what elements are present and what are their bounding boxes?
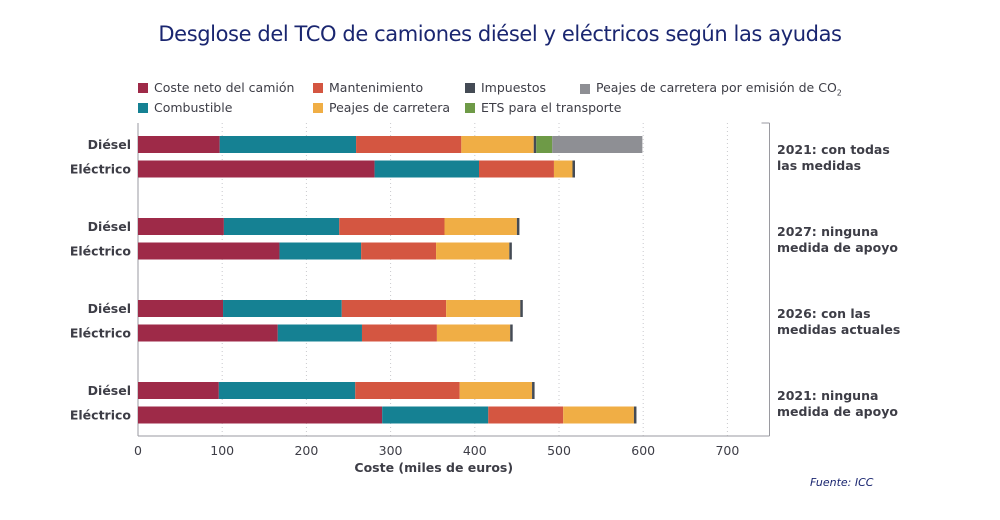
bar-segment-peajes	[444, 218, 517, 235]
bar-segment-combustible	[223, 218, 340, 235]
bar-segment-coste-neto	[138, 136, 220, 153]
bar-segment-coste-neto	[138, 300, 224, 317]
bar-category-label: Diésel	[88, 137, 131, 152]
legend-label: ETS para el transporte	[481, 100, 622, 115]
x-tick-label: 600	[631, 443, 655, 458]
bar-segment-peajes	[446, 300, 521, 317]
bar-segment-mantenimiento	[361, 242, 437, 260]
bar-segment-peajes	[553, 160, 573, 178]
legend-swatch	[465, 102, 475, 113]
legend-swatch	[138, 82, 148, 93]
legend-item-peajes-co2: Peajes de carretera por emisión de CO2	[580, 80, 842, 98]
bar-segment-mantenimiento	[355, 382, 460, 399]
bar-segment-coste-neto	[138, 382, 219, 399]
legend-item-peajes: Peajes de carretera	[313, 100, 450, 115]
legend-swatch	[313, 82, 323, 93]
bar-category-label: Eléctrico	[70, 162, 132, 177]
bar-category-label: Diésel	[88, 301, 131, 316]
bar-segment-mantenimiento	[339, 218, 445, 235]
bar-segment-peajes-co2	[552, 136, 643, 153]
bar-segment-coste-neto	[138, 324, 278, 342]
legend-item-coste-neto: Coste neto del camión	[138, 80, 294, 95]
bar-segment-impuestos	[532, 382, 535, 399]
bar-segment-impuestos	[516, 218, 520, 235]
group-label-line1: 2026: con las	[777, 306, 871, 321]
group-label-line2: medida de apoyo	[777, 404, 898, 419]
legend-swatch	[313, 102, 323, 113]
bar-segment-combustible	[277, 324, 362, 342]
legend-item-impuestos: Impuestos	[465, 80, 546, 95]
bar-category-label: Eléctrico	[70, 326, 132, 341]
bar-category-label: Eléctrico	[70, 408, 132, 423]
x-tick-label: 700	[715, 443, 739, 458]
bar-segment-mantenimiento	[356, 136, 462, 153]
bar-segment-mantenimiento	[361, 324, 437, 342]
bar-segment-impuestos	[520, 300, 523, 317]
bar-segment-impuestos	[510, 324, 513, 342]
bar-segment-coste-neto	[138, 242, 280, 260]
group-label-line2: medidas actuales	[777, 322, 900, 337]
bar-segment-mantenimiento	[488, 406, 564, 424]
legend-label: Combustible	[154, 100, 233, 115]
legend-label: Impuestos	[481, 80, 546, 95]
bar-segment-ets	[536, 136, 553, 153]
bar-segment-combustible	[374, 160, 480, 178]
legend-label: Coste neto del camión	[154, 80, 295, 95]
legend-item-ets: ETS para el transporte	[465, 100, 621, 115]
legend-item-mantenimiento: Mantenimiento	[313, 80, 423, 95]
source-note: Fuente: ICC	[810, 476, 874, 489]
bar-segment-peajes	[563, 406, 634, 424]
chart-title: Desglose del TCO de camiones diésel y el…	[158, 22, 842, 46]
group-label-line1: 2021: ninguna	[777, 388, 878, 403]
legend-item-combustible: Combustible	[138, 100, 232, 115]
group-label-line1: 2021: con todas	[777, 142, 890, 157]
bar-segment-mantenimiento	[341, 300, 447, 317]
bar-segment-impuestos	[572, 160, 575, 178]
bar-segment-combustible	[279, 242, 362, 260]
x-tick-label: 400	[463, 443, 487, 458]
x-tick-label: 500	[547, 443, 571, 458]
legend-label: Mantenimiento	[329, 80, 424, 95]
group-label-line2: medida de apoyo	[777, 240, 898, 255]
bar-segment-impuestos	[509, 242, 512, 260]
x-tick-label: 0	[134, 443, 142, 458]
bar-segment-peajes	[461, 136, 534, 153]
x-tick-label: 200	[294, 443, 318, 458]
legend-label: Peajes de carretera	[329, 100, 451, 115]
bar-segment-coste-neto	[138, 160, 375, 178]
legend-swatch	[465, 82, 475, 93]
bar-segment-peajes	[459, 382, 533, 399]
x-axis-title: Coste (miles de euros)	[354, 460, 513, 475]
group-label-line1: 2027: ninguna	[777, 224, 878, 239]
bar-segment-impuestos	[533, 136, 537, 153]
bar-segment-coste-neto	[138, 406, 383, 424]
bar-segment-combustible	[382, 406, 489, 424]
legend-swatch	[580, 83, 590, 94]
bar-segment-peajes	[436, 324, 511, 342]
bar-category-label: Diésel	[88, 219, 131, 234]
bar-category-label: Diésel	[88, 383, 131, 398]
legend-label: Peajes de carretera por emisión de CO2	[596, 80, 842, 98]
bar-segment-coste-neto	[138, 218, 224, 235]
legend-swatch	[138, 102, 148, 113]
bar-segment-impuestos	[633, 406, 637, 424]
group-label-line2: las medidas	[777, 158, 861, 173]
bar-segment-combustible	[223, 300, 342, 317]
bar-segment-combustible	[218, 382, 356, 399]
bar-category-label: Eléctrico	[70, 244, 132, 259]
x-tick-label: 100	[210, 443, 234, 458]
x-tick-label: 300	[379, 443, 403, 458]
bar-segment-combustible	[219, 136, 357, 153]
bar-segment-peajes	[436, 242, 510, 260]
bar-segment-mantenimiento	[479, 160, 554, 178]
